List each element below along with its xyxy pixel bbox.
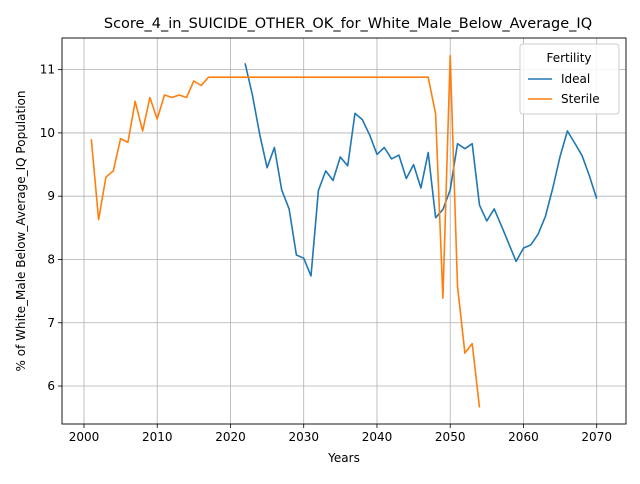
y-tick-label: 7	[47, 316, 55, 330]
y-tick-label: 6	[47, 379, 55, 393]
y-axis-ticks: 6 7 8 9 10 11	[40, 63, 62, 393]
x-tick-label: 2030	[288, 430, 319, 444]
y-tick-label: 11	[40, 63, 55, 77]
series-line-ideal	[244, 63, 598, 277]
chart-title: Score_4_in_SUICIDE_OTHER_OK_for_White_Ma…	[104, 16, 592, 32]
x-tick-label: 2050	[435, 430, 466, 444]
x-tick-label: 2010	[142, 430, 173, 444]
legend-label-ideal: Ideal	[561, 72, 590, 86]
y-axis-label: % of White_Male Below_Average_IQ Populat…	[14, 91, 28, 372]
series-line-sterile	[90, 54, 481, 408]
x-axis-label: Years	[327, 451, 360, 465]
x-tick-label: 2020	[215, 430, 246, 444]
series-lines	[90, 54, 598, 408]
legend-title: Fertility	[546, 51, 591, 65]
x-tick-label: 2070	[581, 430, 612, 444]
y-tick-label: 9	[47, 189, 55, 203]
x-axis-ticks: 2000 2010 2020 2030 2040 2050 2060 2070	[69, 424, 612, 444]
legend-label-sterile: Sterile	[561, 92, 600, 106]
legend-box	[519, 43, 620, 115]
y-tick-label: 10	[40, 126, 55, 140]
x-tick-label: 2000	[69, 430, 100, 444]
y-tick-label: 8	[47, 252, 55, 266]
x-tick-label: 2060	[508, 430, 539, 444]
plot-frame	[61, 37, 627, 425]
x-tick-label: 2040	[362, 430, 393, 444]
legend: Fertility Ideal Sterile	[519, 43, 620, 115]
